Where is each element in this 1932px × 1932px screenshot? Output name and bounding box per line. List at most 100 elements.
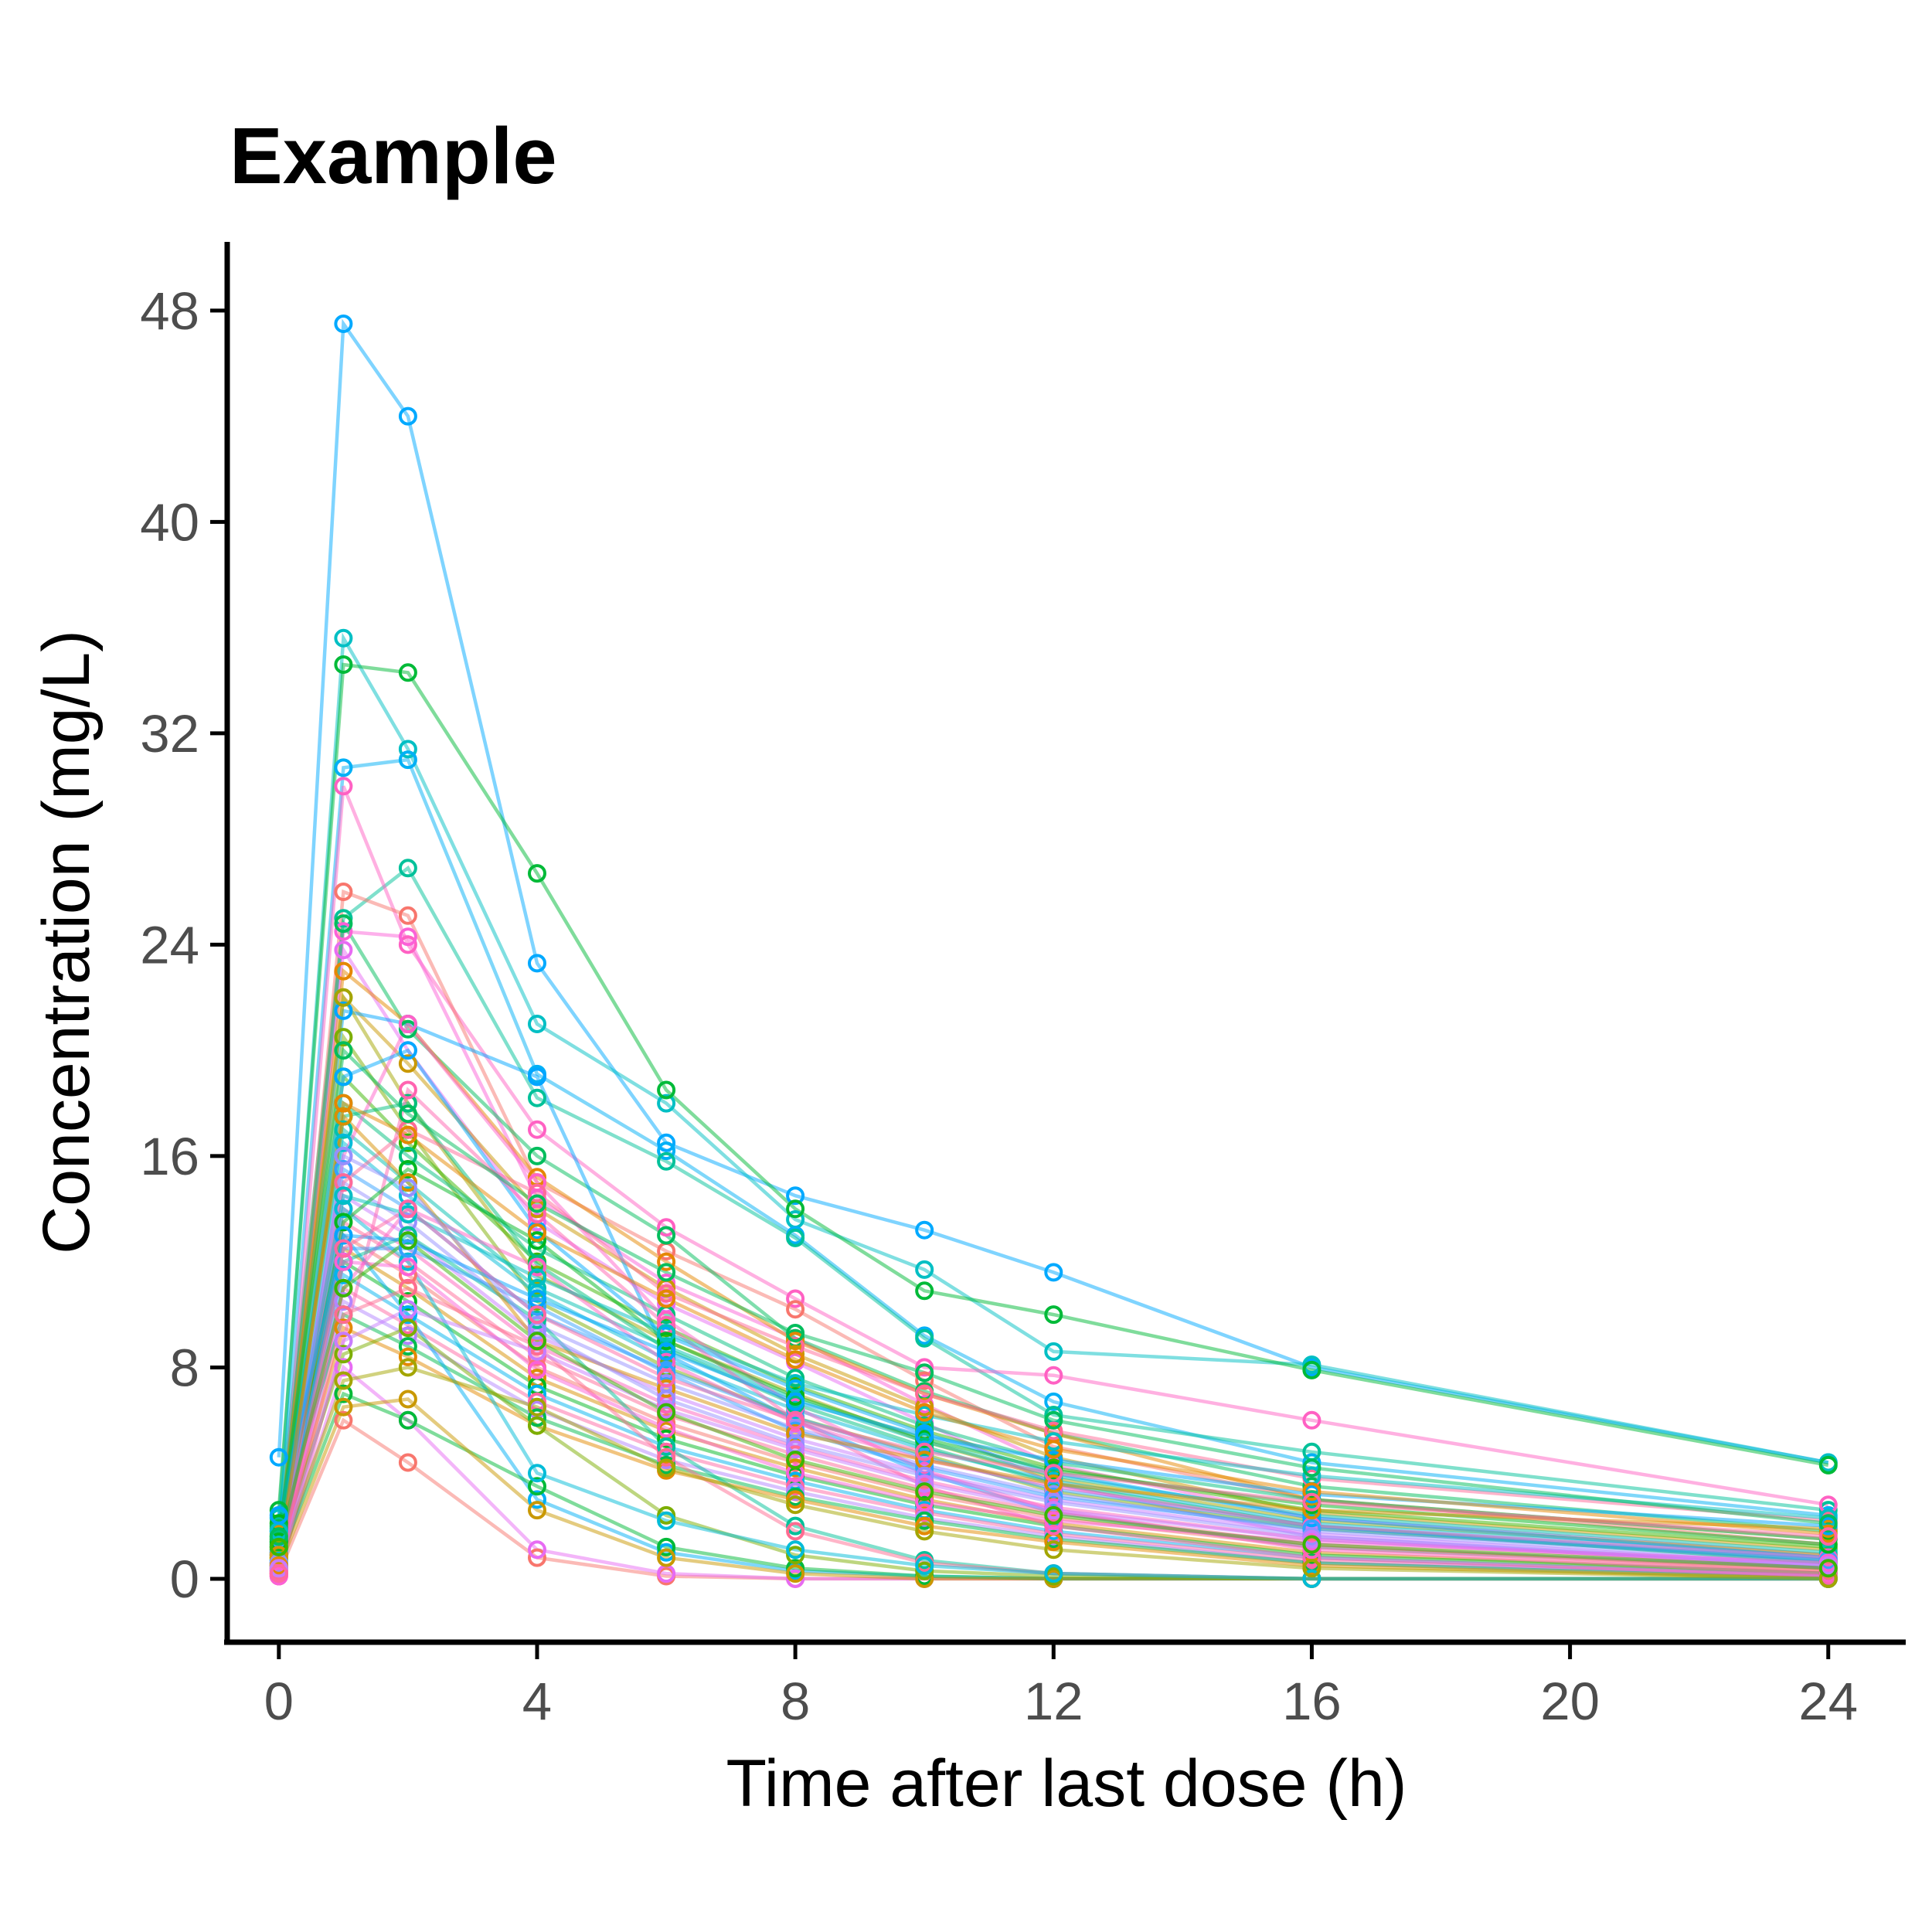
y-tick-label: 32 bbox=[140, 704, 199, 764]
data-point-s57-t0 bbox=[269, 1527, 288, 1546]
x-tick-label: 16 bbox=[1282, 1672, 1342, 1731]
data-point-s59-t4 bbox=[528, 1305, 546, 1325]
data-point-s01-t12 bbox=[1044, 1263, 1063, 1282]
data-point-s06-t12 bbox=[1044, 1366, 1063, 1385]
series-line-s59 bbox=[277, 1206, 1828, 1574]
data-point-s58-t4 bbox=[528, 1342, 546, 1361]
data-point-s41-t4 bbox=[528, 1501, 546, 1520]
data-point-s04-t2 bbox=[398, 750, 417, 770]
data-point-s39-t4 bbox=[528, 1490, 546, 1509]
data-point-s21-t2 bbox=[398, 1213, 417, 1232]
data-point-s12-t8 bbox=[786, 1345, 805, 1364]
data-point-s50-t10 bbox=[915, 1384, 934, 1403]
series-line-s53 bbox=[277, 1153, 1828, 1568]
data-point-s36-t2 bbox=[398, 1080, 417, 1100]
data-point-s03-t16 bbox=[1302, 1360, 1321, 1379]
data-point-s58-t1 bbox=[334, 1332, 353, 1351]
data-point-s49-t2 bbox=[398, 1160, 417, 1179]
data-point-s27-t2 bbox=[398, 1292, 417, 1311]
data-point-s13-t4 bbox=[528, 1067, 546, 1087]
data-point-s49-t6 bbox=[657, 1332, 676, 1351]
data-point-s48-t4 bbox=[528, 1297, 546, 1316]
data-point-s30-t1 bbox=[334, 1292, 353, 1311]
data-point-s45-t4 bbox=[528, 1464, 546, 1483]
y-tick-label: 8 bbox=[170, 1338, 199, 1397]
data-point-s30-t8 bbox=[786, 1482, 805, 1502]
data-point-s45-t10 bbox=[915, 1556, 934, 1575]
data-point-s11-t1 bbox=[334, 961, 353, 981]
y-tick-label: 16 bbox=[140, 1127, 199, 1186]
data-point-s45-t16 bbox=[1302, 1569, 1321, 1588]
data-point-s52-t1 bbox=[334, 1186, 353, 1206]
data-point-s57-t2 bbox=[398, 1104, 417, 1124]
series-line-s17 bbox=[277, 1100, 1828, 1556]
data-point-s12-t2 bbox=[398, 1054, 417, 1073]
series-line-s56 bbox=[277, 1100, 1828, 1566]
data-point-s60-t12 bbox=[1044, 1505, 1063, 1525]
x-tick-label: 12 bbox=[1024, 1672, 1083, 1731]
data-point-s59-t0 bbox=[269, 1564, 288, 1583]
data-point-s38-t1 bbox=[334, 1358, 353, 1377]
data-point-s05-t2 bbox=[398, 859, 417, 878]
data-point-s58-t12 bbox=[1044, 1501, 1063, 1520]
data-point-s53-t2 bbox=[398, 1179, 417, 1197]
data-point-s57-t16 bbox=[1302, 1458, 1321, 1478]
data-point-s52-t8 bbox=[786, 1374, 805, 1393]
data-point-s33-t16 bbox=[1302, 1540, 1321, 1560]
series-line-s36 bbox=[277, 1087, 1828, 1578]
data-point-s15-t1 bbox=[334, 1028, 353, 1047]
data-point-s25-t2 bbox=[398, 1265, 417, 1284]
data-point-s45-t6 bbox=[657, 1511, 676, 1530]
data-point-s48-t12 bbox=[1044, 1488, 1063, 1506]
data-point-s60-t16 bbox=[1302, 1535, 1321, 1554]
data-point-s57-t1 bbox=[334, 1041, 353, 1060]
data-point-s46-t1 bbox=[334, 1371, 353, 1390]
data-point-s59-t1 bbox=[334, 1239, 353, 1258]
data-point-s12-t10 bbox=[915, 1397, 934, 1417]
data-point-s06-t1 bbox=[334, 777, 353, 796]
data-point-s02-t2 bbox=[398, 740, 417, 759]
data-point-s48-t2 bbox=[398, 1239, 417, 1258]
data-point-s39-t6 bbox=[657, 1543, 676, 1562]
data-point-s41-t1 bbox=[334, 1397, 353, 1417]
data-point-s06-t8 bbox=[786, 1289, 805, 1308]
series-line-s45 bbox=[277, 1206, 1828, 1581]
data-point-s01-t2 bbox=[398, 406, 417, 426]
series-line-s55 bbox=[277, 1233, 1828, 1528]
data-point-s31-t2 bbox=[398, 1337, 417, 1356]
data-point-s03-t2 bbox=[398, 663, 417, 682]
data-point-s10-t4 bbox=[528, 1146, 546, 1165]
data-point-s03-t8 bbox=[786, 1199, 805, 1219]
data-point-s05-t8 bbox=[786, 1228, 805, 1247]
data-point-s01-t0 bbox=[269, 1447, 288, 1467]
series-line-s46 bbox=[277, 1366, 1828, 1581]
series-line-s50 bbox=[277, 1128, 1828, 1572]
data-point-s05-t6 bbox=[657, 1151, 676, 1171]
data-point-s44-t1 bbox=[334, 1345, 353, 1364]
data-point-s02-t12 bbox=[1044, 1342, 1063, 1361]
data-point-s59-t16 bbox=[1302, 1492, 1321, 1512]
data-point-s19-t1 bbox=[334, 1133, 353, 1152]
data-point-s52-t12 bbox=[1044, 1432, 1063, 1451]
data-point-s46-t4 bbox=[528, 1397, 546, 1417]
data-point-s51-t0 bbox=[269, 1546, 288, 1565]
data-point-s39-t2 bbox=[398, 1305, 417, 1325]
data-point-s30-t2 bbox=[398, 1326, 417, 1345]
data-point-s60-t4 bbox=[528, 1332, 546, 1351]
data-point-s45-t8 bbox=[786, 1540, 805, 1560]
data-point-s54-t12 bbox=[1044, 1511, 1063, 1530]
data-point-s40-t6 bbox=[657, 1537, 676, 1556]
data-point-s34-t1 bbox=[334, 1067, 353, 1087]
x-axis-label: Time after last dose (h) bbox=[726, 1747, 1407, 1821]
data-point-s03-t1 bbox=[334, 655, 353, 674]
data-point-s01-t10 bbox=[915, 1220, 934, 1240]
data-point-s37-t4 bbox=[528, 1548, 546, 1567]
data-point-s09-t4 bbox=[528, 1213, 546, 1232]
y-tick-label: 24 bbox=[140, 915, 199, 975]
data-point-s05-t10 bbox=[915, 1328, 934, 1348]
data-point-s42-t6 bbox=[657, 1437, 676, 1456]
series-line-s19 bbox=[277, 1139, 1828, 1561]
data-point-s02-t4 bbox=[528, 1015, 546, 1033]
series-line-s07 bbox=[277, 889, 1828, 1566]
